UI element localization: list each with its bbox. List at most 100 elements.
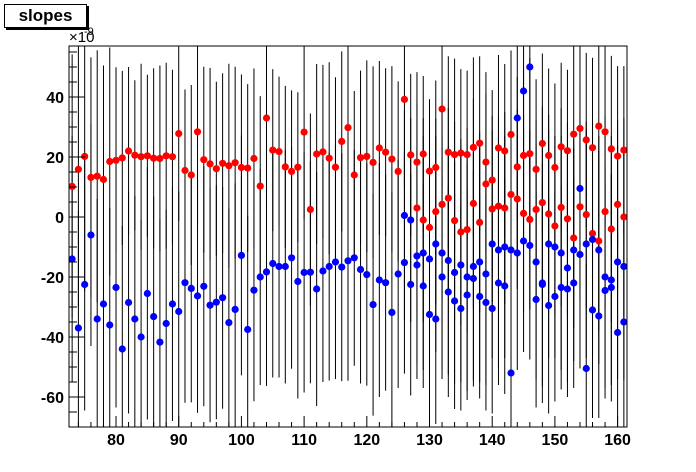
data-point bbox=[545, 240, 553, 248]
data-point bbox=[350, 254, 358, 262]
data-point bbox=[162, 319, 170, 328]
data-point bbox=[444, 288, 452, 296]
data-point bbox=[413, 158, 421, 166]
data-point bbox=[613, 328, 622, 337]
data-point bbox=[175, 130, 183, 138]
data-point bbox=[300, 128, 308, 136]
data-point bbox=[620, 146, 628, 154]
data-point bbox=[450, 151, 459, 159]
data-point bbox=[494, 279, 503, 287]
x-tick-label: 100 bbox=[228, 432, 255, 449]
data-point bbox=[287, 167, 296, 175]
data-point bbox=[620, 213, 628, 221]
data-point bbox=[507, 369, 515, 377]
data-point bbox=[131, 151, 139, 159]
data-point bbox=[463, 151, 471, 159]
data-point bbox=[469, 199, 477, 208]
data-point bbox=[444, 194, 452, 202]
data-point bbox=[538, 139, 546, 148]
data-point bbox=[425, 255, 434, 263]
y-tick-label: -20 bbox=[41, 270, 64, 287]
data-point bbox=[494, 246, 503, 254]
data-point bbox=[463, 226, 471, 234]
data-point bbox=[476, 258, 484, 266]
data-point bbox=[156, 338, 164, 346]
data-point bbox=[250, 286, 258, 294]
data-point bbox=[394, 167, 402, 175]
axes: -60 -40 -20 0 20 40 80 90 100 110 120 130 140 150 160 bbox=[41, 51, 631, 449]
x-tick-label: 110 bbox=[291, 432, 317, 449]
data-point bbox=[219, 159, 227, 167]
data-point bbox=[607, 283, 615, 292]
data-point bbox=[106, 321, 114, 329]
data-point bbox=[382, 148, 390, 156]
data-point bbox=[557, 249, 565, 257]
data-point bbox=[382, 279, 390, 287]
data-point bbox=[375, 276, 383, 284]
data-point bbox=[363, 271, 371, 279]
data-point bbox=[532, 295, 540, 304]
data-point bbox=[200, 156, 208, 164]
data-point bbox=[143, 152, 151, 160]
data-point bbox=[137, 153, 145, 161]
data-point bbox=[231, 159, 239, 167]
data-point bbox=[551, 163, 559, 172]
data-point bbox=[206, 301, 214, 309]
data-point bbox=[482, 158, 490, 166]
data-point bbox=[168, 300, 177, 308]
data-point bbox=[538, 199, 546, 207]
x-tick-label: 140 bbox=[479, 432, 506, 449]
data-point bbox=[313, 150, 321, 158]
data-point bbox=[507, 190, 515, 199]
data-point bbox=[595, 312, 603, 320]
data-point bbox=[519, 87, 528, 95]
data-point bbox=[369, 158, 377, 166]
data-point bbox=[407, 216, 415, 224]
data-point bbox=[551, 222, 559, 230]
data-point bbox=[526, 215, 534, 223]
data-point bbox=[450, 297, 459, 305]
data-point bbox=[375, 144, 383, 152]
data-point bbox=[106, 157, 114, 166]
data-point bbox=[281, 262, 289, 271]
data-point bbox=[438, 200, 446, 208]
data-point bbox=[306, 268, 314, 276]
data-point bbox=[93, 172, 101, 180]
y-tick-label: -40 bbox=[41, 330, 64, 347]
data-point bbox=[519, 209, 528, 217]
data-point bbox=[112, 156, 120, 164]
data-point bbox=[388, 308, 396, 316]
data-point bbox=[275, 148, 283, 156]
data-point bbox=[294, 163, 302, 171]
data-point bbox=[244, 164, 252, 172]
data-point bbox=[613, 258, 622, 266]
data-point bbox=[363, 152, 371, 160]
data-point bbox=[212, 165, 220, 173]
error-bars bbox=[71, 46, 625, 427]
data-point bbox=[588, 306, 597, 314]
data-point bbox=[588, 229, 597, 238]
data-point bbox=[501, 204, 509, 212]
data-point bbox=[432, 315, 440, 323]
data-point bbox=[269, 146, 277, 154]
data-point bbox=[319, 267, 327, 275]
data-point bbox=[413, 252, 421, 260]
data-point bbox=[457, 228, 465, 236]
data-point bbox=[457, 149, 465, 157]
data-point bbox=[588, 235, 597, 244]
data-point bbox=[570, 246, 578, 254]
data-point bbox=[156, 154, 164, 163]
data-point bbox=[601, 128, 609, 136]
data-point bbox=[244, 325, 252, 334]
data-point bbox=[519, 151, 528, 160]
data-point bbox=[425, 310, 434, 319]
data-point bbox=[231, 305, 239, 313]
data-point bbox=[319, 148, 327, 156]
x-tick-label: 90 bbox=[170, 432, 188, 449]
data-point bbox=[563, 285, 572, 293]
data-point bbox=[488, 304, 496, 313]
data-point bbox=[582, 364, 590, 373]
data-point bbox=[576, 250, 584, 259]
data-point bbox=[350, 171, 358, 179]
